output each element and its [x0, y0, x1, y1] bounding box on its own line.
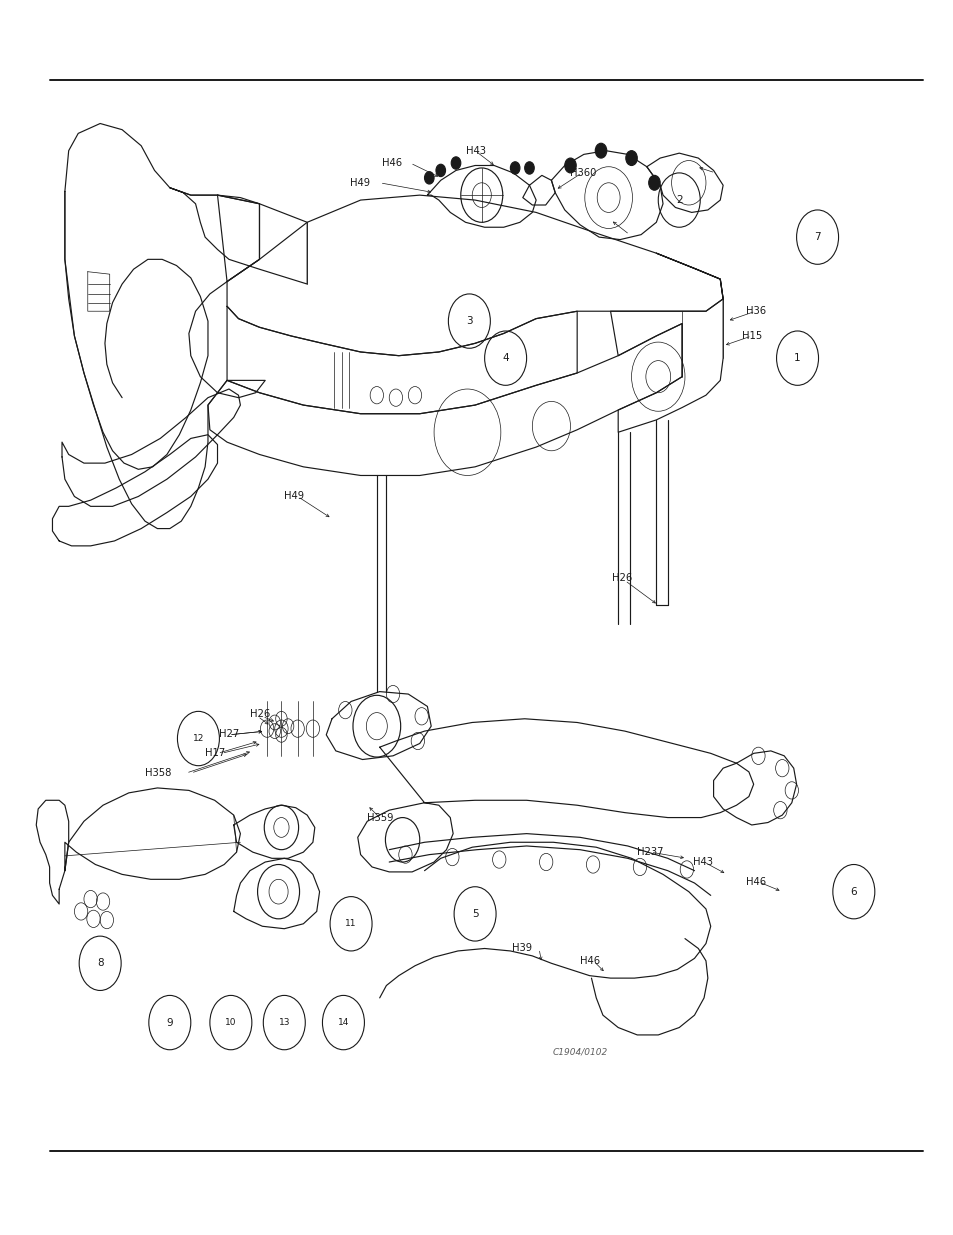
Text: 8: 8 — [97, 958, 103, 968]
Text: H46: H46 — [382, 158, 402, 168]
Text: H43: H43 — [692, 857, 712, 867]
Text: H49: H49 — [350, 178, 370, 188]
Text: H49: H49 — [284, 492, 304, 501]
Text: 13: 13 — [278, 1018, 290, 1028]
Text: 10: 10 — [225, 1018, 236, 1028]
Text: 7: 7 — [814, 232, 820, 242]
Text: 4: 4 — [502, 353, 508, 363]
Text: 12: 12 — [193, 734, 204, 743]
Text: H15: H15 — [741, 331, 761, 341]
Circle shape — [625, 151, 637, 165]
Text: C1904/0102: C1904/0102 — [552, 1047, 607, 1057]
Circle shape — [648, 175, 659, 190]
Text: H237: H237 — [637, 847, 663, 857]
Text: H26: H26 — [250, 709, 270, 719]
Text: H46: H46 — [745, 877, 765, 887]
Text: H46: H46 — [579, 956, 599, 966]
Text: 3: 3 — [466, 316, 472, 326]
Circle shape — [564, 158, 576, 173]
Circle shape — [524, 162, 534, 174]
Text: 2: 2 — [676, 195, 681, 205]
Circle shape — [595, 143, 606, 158]
Circle shape — [451, 157, 460, 169]
Text: 6: 6 — [850, 887, 856, 897]
Text: H39: H39 — [512, 944, 532, 953]
Text: H27: H27 — [219, 729, 239, 739]
Circle shape — [510, 162, 519, 174]
Text: H360: H360 — [570, 168, 597, 178]
Text: H359: H359 — [367, 813, 394, 823]
Text: H358: H358 — [145, 768, 172, 778]
Text: H36: H36 — [745, 306, 765, 316]
Text: 5: 5 — [472, 909, 477, 919]
Text: 14: 14 — [337, 1018, 349, 1028]
Text: 11: 11 — [345, 919, 356, 929]
Text: H26: H26 — [612, 573, 632, 583]
Text: 9: 9 — [167, 1018, 172, 1028]
Circle shape — [436, 164, 445, 177]
Text: H43: H43 — [465, 146, 485, 156]
Circle shape — [424, 172, 434, 184]
Text: 1: 1 — [794, 353, 800, 363]
Text: H17: H17 — [205, 748, 225, 758]
